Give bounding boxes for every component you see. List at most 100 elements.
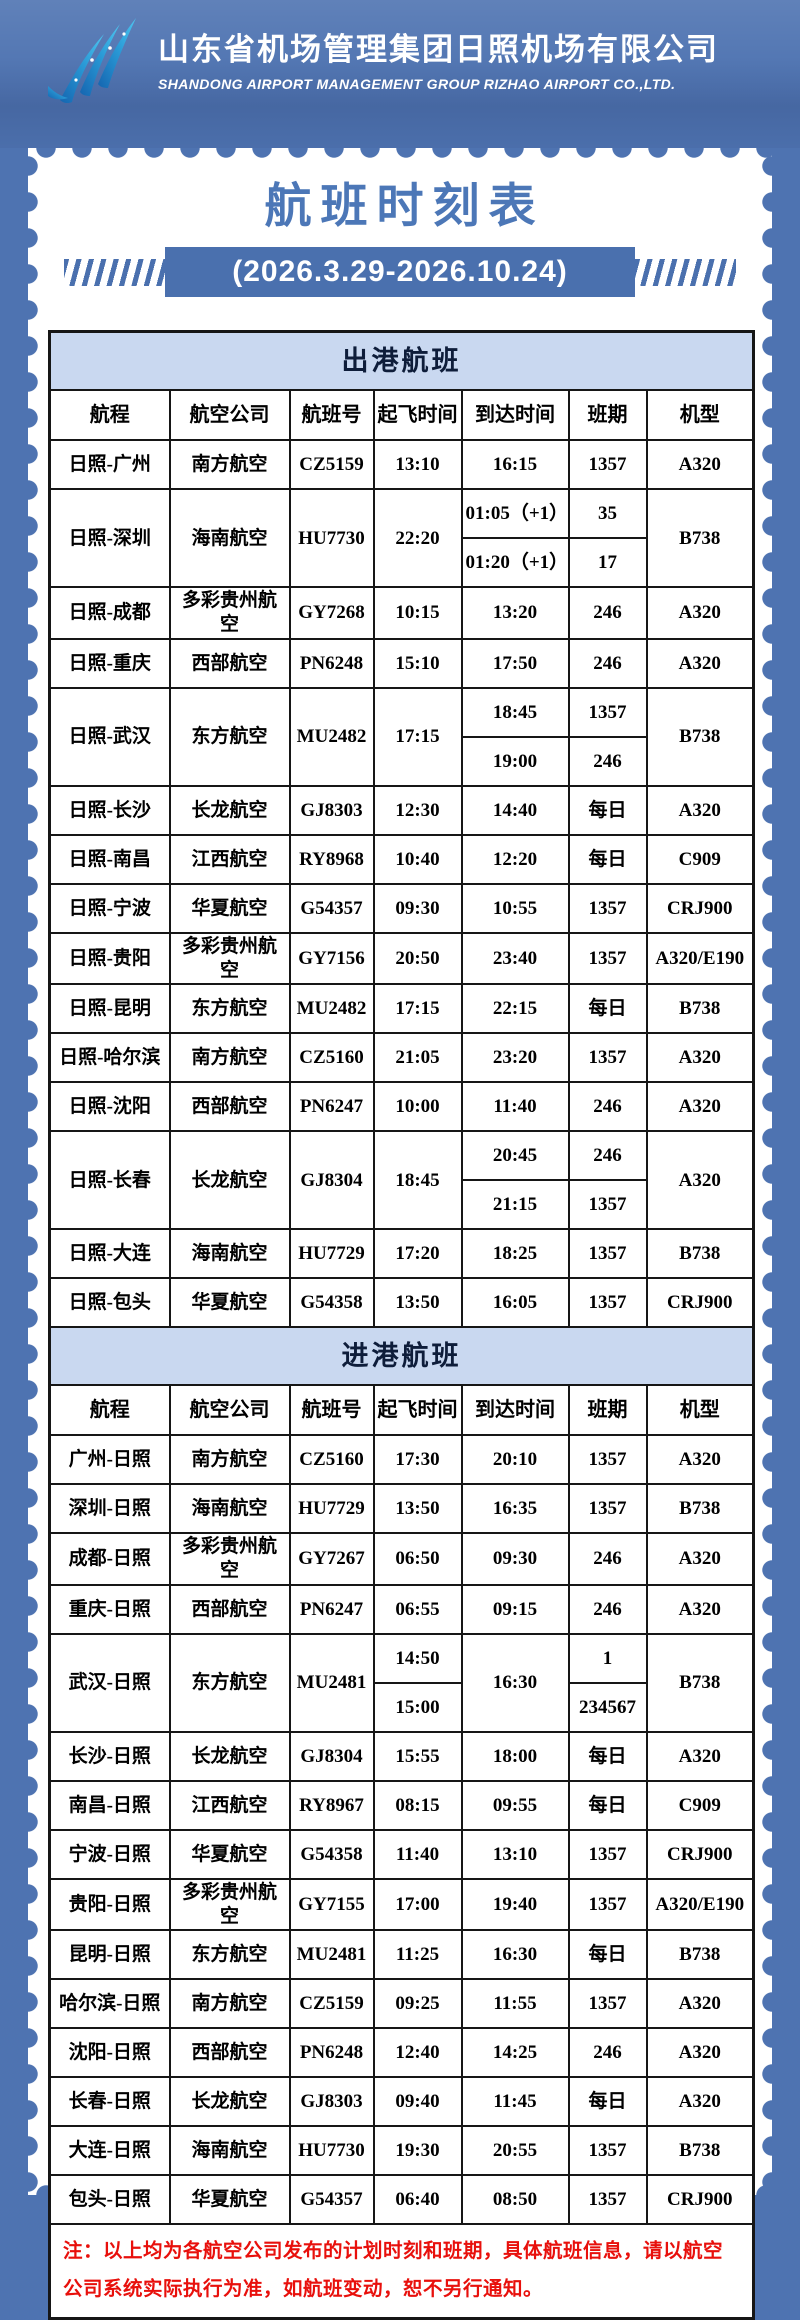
table-row: 航程 航空公司 航班号 起飞时间 到达时间 班期 机型	[48, 389, 755, 442]
cell-arrival-time: 16:35	[460, 1483, 570, 1535]
disclaimer-note: 注：以上均为各航空公司发布的计划时刻和班期，具体航班信息，请以航空公司系统实际执…	[48, 2223, 755, 2320]
table-row: 南昌-日照 江西航空 RY8967 08:15 09:55 每日 C909	[48, 1779, 755, 1831]
cell-arrival-time: 14:25	[460, 2027, 570, 2079]
cell-aircraft: B738	[645, 1483, 755, 1535]
cell-arrival-time: 11:45	[460, 2076, 570, 2128]
cell-flight-no: G54357	[288, 882, 375, 934]
cell-route: 长沙-日照	[48, 1730, 171, 1782]
cell-airline: 南方航空	[168, 1978, 291, 2030]
cell-airline: 华夏航空	[168, 1828, 291, 1880]
cell-departure-time: 17:20	[372, 1228, 463, 1280]
column-header-arrival-time: 到达时间	[460, 389, 570, 442]
cell-days: 1357	[567, 439, 648, 491]
cell-aircraft: A320	[645, 2076, 755, 2128]
cell-flight-no: RY8967	[288, 1779, 375, 1831]
cell-flight-no: PN6248	[288, 637, 375, 689]
cell-airline: 华夏航空	[168, 882, 291, 934]
section-header: 出港航班	[48, 330, 755, 392]
cell-arrival-time: 23:20	[460, 1032, 570, 1084]
cell-airline: 海南航空	[168, 2125, 291, 2177]
cell-route: 重庆-日照	[48, 1583, 171, 1635]
table-row: 重庆-日照 西部航空 PN6247 06:55 09:15 246 A320	[48, 1583, 755, 1635]
cell-arrival-time: 18:45	[460, 686, 570, 738]
cell-route: 长春-日照	[48, 2076, 171, 2128]
cell-airline: 西部航空	[168, 637, 291, 689]
cell-flight-no: GY7267	[288, 1532, 375, 1586]
cell-arrival-time: 13:10	[460, 1828, 570, 1880]
cell-departure-time: 22:20	[372, 488, 463, 589]
cell-flight-no: CZ5159	[288, 439, 375, 491]
cell-aircraft: A320	[645, 1032, 755, 1084]
cell-airline: 海南航空	[168, 1228, 291, 1280]
cell-aircraft: A320	[645, 1434, 755, 1486]
cell-aircraft: B738	[645, 1228, 755, 1280]
cell-departure-time: 17:30	[372, 1434, 463, 1486]
page-title: 航班时刻表	[264, 179, 545, 232]
cell-days: 246	[567, 586, 648, 640]
cell-route: 日照-长沙	[48, 784, 171, 836]
cell-flight-no: RY8968	[288, 833, 375, 885]
cell-airline: 南方航空	[168, 1032, 291, 1084]
column-header-arrival-time: 到达时间	[460, 1384, 570, 1437]
table-row: 进港航班	[48, 1326, 755, 1387]
cell-route: 日照-深圳	[48, 488, 171, 589]
cell-airline: 华夏航空	[168, 2174, 291, 2226]
cell-aircraft: A320	[645, 439, 755, 491]
cell-aircraft: B738	[645, 488, 755, 589]
table-row: 日照-深圳 海南航空 HU7730 22:20 01:05（+1） 35 B738	[48, 488, 755, 589]
cell-flight-no: MU2482	[288, 983, 375, 1035]
cell-days: 1357	[567, 1032, 648, 1084]
cell-airline: 海南航空	[168, 1483, 291, 1535]
cell-departure-time: 19:30	[372, 2125, 463, 2177]
cell-departure-time: 09:40	[372, 2076, 463, 2128]
cell-airline: 长龙航空	[168, 2076, 291, 2128]
cell-days: 246	[567, 637, 648, 689]
cell-route: 沈阳-日照	[48, 2027, 171, 2079]
cell-aircraft: A320	[645, 784, 755, 836]
cell-flight-no: HU7730	[288, 2125, 375, 2177]
cell-route: 昆明-日照	[48, 1929, 171, 1981]
cell-route: 日照-昆明	[48, 983, 171, 1035]
cell-airline: 多彩贵州航空	[168, 931, 291, 986]
cell-arrival-time: 23:40	[460, 931, 570, 986]
cell-days: 246	[567, 2027, 648, 2079]
cell-route: 日照-武汉	[48, 686, 171, 787]
cell-flight-no: GJ8304	[288, 1130, 375, 1231]
cell-days: 246	[567, 1130, 648, 1182]
cell-aircraft: A320	[645, 637, 755, 689]
cell-airline: 海南航空	[168, 488, 291, 589]
table-row: 日照-昆明 东方航空 MU2482 17:15 22:15 每日 B738	[48, 983, 755, 1035]
cell-route: 宁波-日照	[48, 1828, 171, 1880]
table-row: 大连-日照 海南航空 HU7730 19:30 20:55 1357 B738	[48, 2125, 755, 2177]
cell-flight-no: CZ5159	[288, 1978, 375, 2030]
cell-days: 1	[567, 1632, 648, 1684]
cell-flight-no: PN6247	[288, 1081, 375, 1133]
table-row: 武汉-日照 东方航空 MU2481 14:50 16:30 1 B738	[48, 1632, 755, 1733]
cell-aircraft: A320	[645, 586, 755, 640]
cell-days: 1357	[567, 1828, 648, 1880]
table-row: 出港航班	[48, 330, 755, 392]
cell-route: 包头-日照	[48, 2174, 171, 2226]
cell-departure-time: 11:40	[372, 1828, 463, 1880]
cell-days: 1357	[567, 2125, 648, 2177]
cell-route: 大连-日照	[48, 2125, 171, 2177]
cell-airline: 西部航空	[168, 1583, 291, 1635]
cell-departure-time: 13:10	[372, 439, 463, 491]
table-row: 日照-长沙 长龙航空 GJ8303 12:30 14:40 每日 A320	[48, 784, 755, 836]
cell-arrival-time: 20:45	[460, 1130, 570, 1182]
table-row: 日照-大连 海南航空 HU7729 17:20 18:25 1357 B738	[48, 1228, 755, 1280]
cell-airline: 东方航空	[168, 1632, 291, 1733]
cell-departure-time: 17:15	[372, 983, 463, 1035]
cell-departure-time: 21:05	[372, 1032, 463, 1084]
cell-aircraft: A320	[645, 1532, 755, 1586]
cell-route: 日照-哈尔滨	[48, 1032, 171, 1084]
column-header-departure-time: 起飞时间	[372, 1384, 463, 1437]
cell-airline: 长龙航空	[168, 784, 291, 836]
cell-flight-no: GY7155	[288, 1877, 375, 1932]
perforation-top	[28, 148, 772, 158]
cell-departure-time: 10:00	[372, 1081, 463, 1133]
cell-flight-no: GJ8303	[288, 784, 375, 836]
cell-airline: 南方航空	[168, 1434, 291, 1486]
table-row: 哈尔滨-日照 南方航空 CZ5159 09:25 11:55 1357 A320	[48, 1978, 755, 2030]
